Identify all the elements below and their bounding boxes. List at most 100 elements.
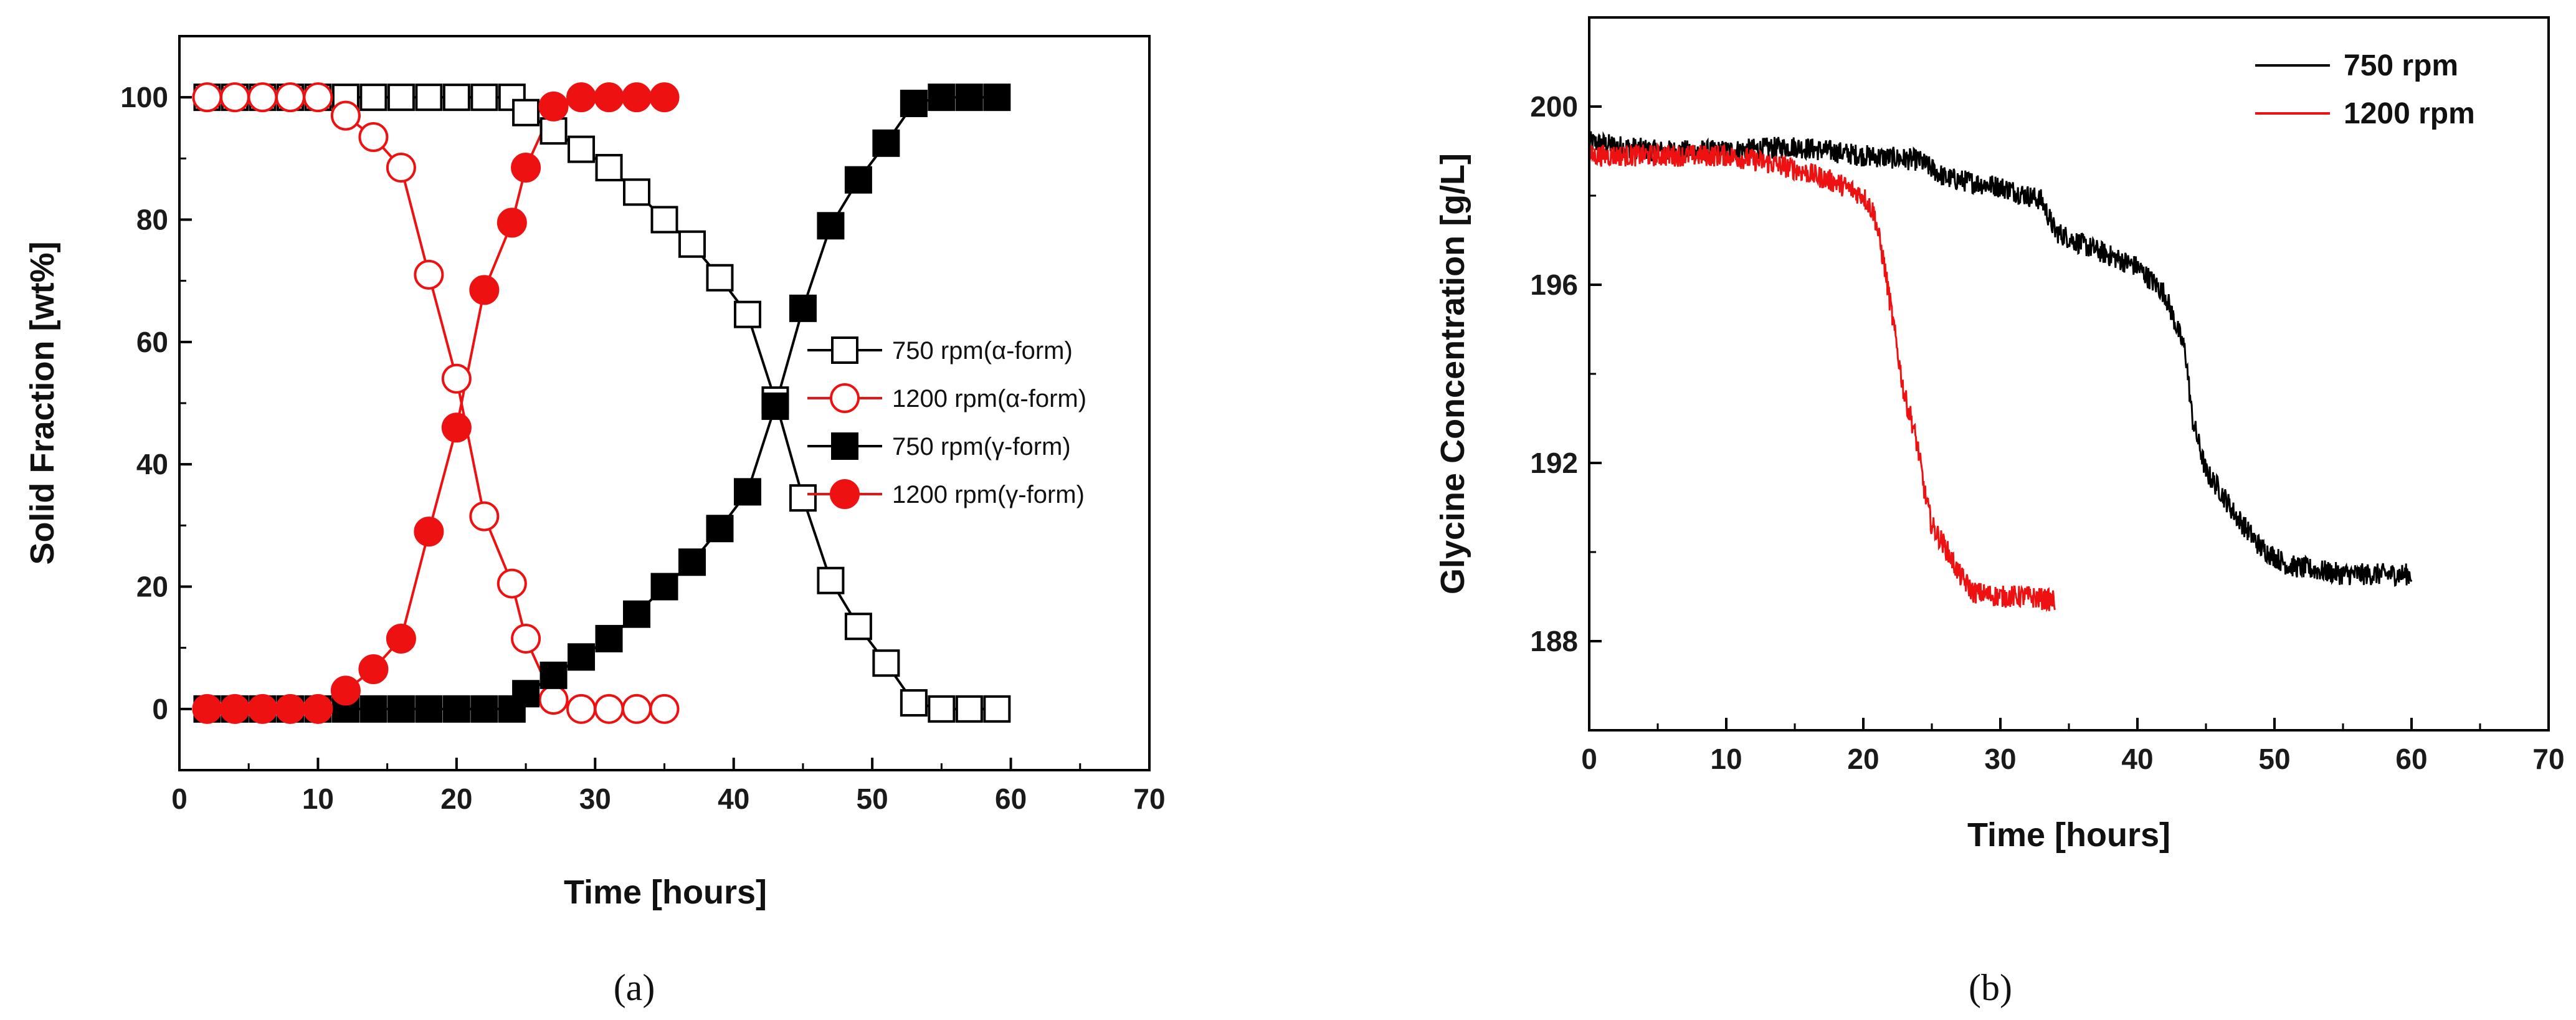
panel-a-point-1200-rpm-form xyxy=(649,82,680,113)
panel-a-point-750-rpm-form xyxy=(983,83,1011,112)
panel-b-legend-item-750-rpm: 750 rpm xyxy=(2255,49,2458,82)
panel-b-line-750-rpm xyxy=(1589,131,2413,587)
panel-a-point-1200-rpm-form xyxy=(414,259,444,290)
panel-a-point-750-rpm-form xyxy=(761,392,789,420)
panel-a-point-750-rpm-form xyxy=(983,695,1011,723)
panel-a-x-tick-label: 70 xyxy=(1133,783,1165,815)
panel-b-y-axis-title: Glycine Concentration [g/L] xyxy=(1434,153,1471,594)
panel-a-point-750-rpm-form xyxy=(442,695,470,723)
panel-a-point-750-rpm-form xyxy=(706,264,734,292)
panel-a-point-750-rpm-form xyxy=(817,566,845,594)
panel-b-x-tick-label: 0 xyxy=(1581,743,1597,775)
panel-a-point-750-rpm-form xyxy=(415,83,443,112)
panel-a-point-750-rpm-form xyxy=(872,649,900,677)
panel-a-point-750-rpm-form xyxy=(706,515,734,543)
panel-a-point-1200-rpm-form xyxy=(275,694,305,724)
panel-a-x-tick-label: 50 xyxy=(857,783,888,815)
panel-a-point-1200-rpm-form xyxy=(469,501,500,531)
panel-a-point-1200-rpm-form xyxy=(649,694,680,724)
panel-a-point-1200-rpm-form xyxy=(566,694,597,724)
panel-a-x-tick-label: 20 xyxy=(440,783,472,815)
panel-a-legend-marker xyxy=(831,336,858,364)
panel-a-point-1200-rpm-form xyxy=(566,82,597,113)
panel-a-markers-1200-rpm-form xyxy=(192,82,680,724)
panel-b-glycine-concentration-chart: 0 10 20 30 40 50 60 70 188 192 196 200 Time [hours]… xyxy=(1434,16,2565,1008)
panel-a-axis-ticks: 0 10 20 30 40 50 60 70 0 20 40 60 80 100 xyxy=(120,35,1166,815)
panel-a-series-group xyxy=(192,82,1011,724)
panel-a-point-1200-rpm-form xyxy=(330,675,361,706)
panel-a-point-1200-rpm-form xyxy=(247,82,278,113)
panel-a-y-tick-label: 20 xyxy=(136,571,168,603)
panel-a-point-750-rpm-form xyxy=(872,129,900,157)
panel-a-x-axis-title: Time [hours] xyxy=(564,874,767,911)
panel-a-y-tick-label: 100 xyxy=(120,81,168,113)
panel-a-point-750-rpm-form xyxy=(442,83,470,112)
panel-a-markers-1200-rpm-form xyxy=(192,82,680,724)
panel-a-point-1200-rpm-form xyxy=(192,694,222,724)
panel-a-point-750-rpm-form xyxy=(623,600,651,628)
panel-a-point-750-rpm-form xyxy=(568,643,596,671)
panel-a-point-1200-rpm-form xyxy=(441,412,472,443)
panel-b-x-tick-label: 10 xyxy=(1710,743,1742,775)
panel-a-point-1200-rpm-form xyxy=(622,694,652,724)
panel-a-x-tick-label: 10 xyxy=(302,783,334,815)
panel-b-legend: 750 rpm 1200 rpm xyxy=(2255,49,2475,130)
panel-a-point-1200-rpm-form xyxy=(303,82,333,113)
panel-a-point-750-rpm-form xyxy=(678,230,706,258)
panel-a-point-1200-rpm-form xyxy=(386,153,416,183)
panel-a-point-750-rpm-form xyxy=(928,695,956,723)
panel-a-point-1200-rpm-form xyxy=(511,623,541,654)
panel-a-point-750-rpm-form xyxy=(359,695,387,723)
panel-b-y-tick-label: 188 xyxy=(1530,625,1578,657)
panel-a-point-750-rpm-form xyxy=(512,98,540,126)
panel-b-x-axis-title: Time [hours] xyxy=(1967,816,2170,854)
panel-a-point-1200-rpm-form xyxy=(358,654,389,685)
panel-a-point-1200-rpm-form xyxy=(594,82,624,113)
panel-a-point-750-rpm-form xyxy=(789,484,817,512)
panel-b-x-tick-label: 50 xyxy=(2258,743,2290,775)
panel-a-y-tick-label: 60 xyxy=(136,326,168,358)
panel-a-point-750-rpm-form xyxy=(568,135,596,163)
panel-a-point-750-rpm-form xyxy=(844,612,872,641)
panel-a-legend-item-750-rpm-form: 750 rpm(α-form) xyxy=(807,336,1073,365)
panel-a-point-750-rpm-form xyxy=(733,478,761,506)
panel-b-x-tick-label: 40 xyxy=(2121,743,2153,775)
panel-a-point-1200-rpm-form xyxy=(511,153,541,183)
panel-a-point-750-rpm-form xyxy=(650,573,678,601)
panel-a-point-1200-rpm-form xyxy=(219,82,250,113)
panel-a-legend: 750 rpm(α-form) 1200 rpm(α-form) 750 rpm(γ… xyxy=(807,336,1086,509)
panel-a-point-1200-rpm-form xyxy=(192,82,222,113)
panel-a-point-750-rpm-form xyxy=(955,695,983,723)
panel-b-label: (b) xyxy=(1969,967,2012,1008)
panel-a-point-1200-rpm-form xyxy=(594,694,624,724)
panel-b-axis-ticks: 0 10 20 30 40 50 60 70 188 192 196 200 xyxy=(1530,16,2565,775)
panel-a-point-1200-rpm-form xyxy=(275,82,305,113)
panel-a-point-1200-rpm-form xyxy=(622,82,652,113)
panel-a-legend-item-1200-rpm-form: 1200 rpm(γ-form) xyxy=(807,479,1085,509)
panel-a-point-1200-rpm-form xyxy=(303,694,333,724)
panel-a-point-1200-rpm-form xyxy=(469,275,500,305)
panel-a-point-750-rpm-form xyxy=(415,695,443,723)
panel-b-x-tick-label: 60 xyxy=(2395,743,2427,775)
panel-b-y-tick-label: 196 xyxy=(1530,269,1578,301)
panel-b-legend-label: 750 rpm xyxy=(2344,49,2458,82)
panel-a-point-1200-rpm-form xyxy=(538,685,569,715)
panel-a-point-1200-rpm-form xyxy=(497,207,527,238)
panel-a-point-750-rpm-form xyxy=(387,695,415,723)
panel-a-point-750-rpm-form xyxy=(900,689,928,717)
panel-a-point-750-rpm-form xyxy=(900,89,928,117)
panel-b-y-tick-label: 200 xyxy=(1530,90,1578,123)
panel-a-point-750-rpm-form xyxy=(789,294,817,322)
panel-a-point-750-rpm-form xyxy=(733,300,761,328)
panel-b-legend-label: 1200 rpm xyxy=(2344,97,2475,130)
panel-a-legend-marker xyxy=(830,383,860,413)
panel-a-y-tick-label: 80 xyxy=(136,204,168,236)
panel-a-point-750-rpm-form xyxy=(512,680,540,708)
panel-a-legend-item-1200-rpm-form: 1200 rpm(α-form) xyxy=(807,383,1086,413)
panel-b-x-tick-label: 20 xyxy=(1847,743,1879,775)
panel-a-point-1200-rpm-form xyxy=(358,122,389,152)
panel-a-point-750-rpm-form xyxy=(470,695,498,723)
panel-b-line-1200-rpm xyxy=(1589,142,2056,612)
panel-a-point-1200-rpm-form xyxy=(497,568,527,599)
